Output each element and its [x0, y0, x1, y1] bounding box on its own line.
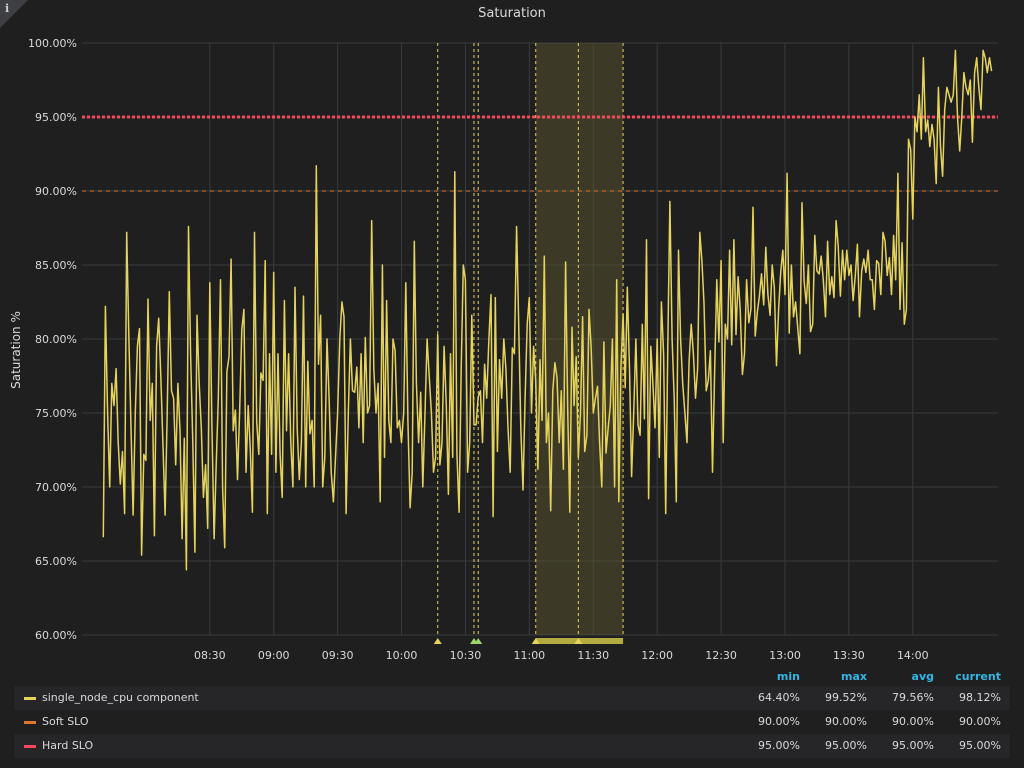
legend-series-name[interactable]: Soft SLO	[42, 715, 89, 728]
legend-max: 90.00%	[825, 715, 867, 728]
legend-col-max[interactable]: max	[841, 670, 867, 683]
legend-current: 90.00%	[959, 715, 1001, 728]
annotation-marker[interactable]	[474, 638, 483, 644]
x-tick-label: 14:00	[897, 649, 929, 662]
series-swatch[interactable]	[24, 721, 36, 724]
legend-col-min[interactable]: min	[776, 670, 800, 683]
y-tick-label: 95.00%	[35, 111, 77, 124]
x-tick-label: 10:30	[450, 649, 482, 662]
x-axis-ticks: 08:30 09:00 09:30 10:00 10:30 11:00 11:30 12:00…	[194, 649, 929, 662]
series-swatch[interactable]	[24, 745, 36, 748]
x-tick-label: 12:30	[705, 649, 737, 662]
legend-avg: 79.56%	[892, 691, 934, 704]
panel-title[interactable]: Saturation	[478, 6, 546, 21]
legend-min: 95.00%	[758, 739, 800, 752]
legend-col-avg[interactable]: avg	[911, 670, 934, 683]
y-tick-label: 90.00%	[35, 185, 77, 198]
annotation-marker[interactable]	[574, 638, 583, 644]
x-tick-label: 13:30	[833, 649, 865, 662]
x-tick-label: 08:30	[194, 649, 226, 662]
x-tick-label: 13:00	[769, 649, 801, 662]
x-tick-label: 09:30	[322, 649, 354, 662]
annotation-marker[interactable]	[433, 638, 442, 644]
y-tick-label: 65.00%	[35, 555, 77, 568]
x-tick-label: 10:00	[386, 649, 418, 662]
threshold-lines	[82, 115, 998, 192]
y-axis-ticks: 60.00% 65.00% 70.00% 75.00% 80.00% 85.00% 90.0…	[28, 37, 77, 642]
legend-max: 99.52%	[825, 691, 867, 704]
legend-min: 90.00%	[758, 715, 800, 728]
y-tick-label: 75.00%	[35, 407, 77, 420]
y-tick-label: 80.00%	[35, 333, 77, 346]
series-swatch[interactable]	[24, 697, 36, 700]
legend: min max avg current single_node_cpu comp…	[14, 670, 1010, 758]
y-tick-label: 70.00%	[35, 481, 77, 494]
legend-col-current[interactable]: current	[955, 670, 1001, 683]
y-tick-label: 100.00%	[28, 37, 77, 50]
chart-area[interactable]: 60.00% 65.00% 70.00% 75.00% 80.00% 85.00% 90.0…	[0, 0, 1024, 668]
legend-max: 95.00%	[825, 739, 867, 752]
legend-row[interactable]: single_node_cpu component 64.40% 99.52% …	[14, 686, 1010, 710]
annotation-region[interactable]	[535, 43, 624, 635]
series-lines	[102, 49, 993, 571]
legend-row[interactable]: Soft SLO 90.00% 90.00% 90.00% 90.00%	[14, 710, 1010, 734]
info-icon[interactable]: i	[5, 2, 10, 15]
annotations	[433, 43, 624, 644]
x-tick-label: 09:00	[258, 649, 290, 662]
legend-min: 64.40%	[758, 691, 800, 704]
annotation-marker[interactable]	[531, 638, 540, 644]
legend-series-name[interactable]: Hard SLO	[42, 739, 94, 752]
legend-avg: 90.00%	[892, 715, 934, 728]
legend-series-name[interactable]: single_node_cpu component	[42, 691, 199, 704]
x-tick-label: 11:00	[513, 649, 545, 662]
panel-info-corner[interactable]	[0, 0, 28, 28]
legend-header: min max avg current	[14, 670, 1010, 686]
legend-current: 98.12%	[959, 691, 1001, 704]
legend-current: 95.00%	[959, 739, 1001, 752]
legend-avg: 95.00%	[892, 739, 934, 752]
y-axis-label: Saturation %	[9, 311, 23, 389]
legend-row[interactable]: Hard SLO 95.00% 95.00% 95.00% 95.00%	[14, 734, 1010, 758]
y-tick-label: 85.00%	[35, 259, 77, 272]
x-tick-label: 11:30	[577, 649, 609, 662]
y-tick-label: 60.00%	[35, 629, 77, 642]
series-line-single-node-cpu[interactable]	[102, 49, 993, 571]
x-tick-label: 12:00	[641, 649, 673, 662]
